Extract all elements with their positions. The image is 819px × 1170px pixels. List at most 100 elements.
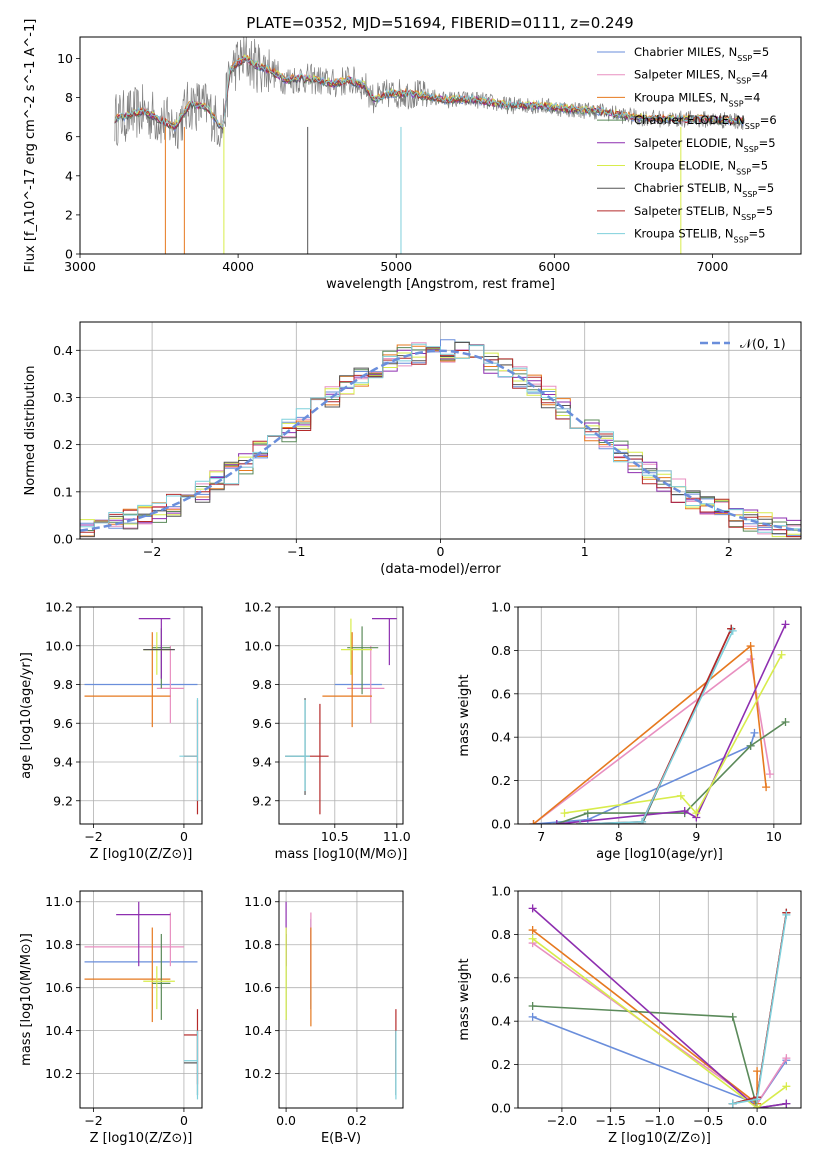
marker-kroupa-miles (528, 926, 537, 935)
series-kroupa-elodie (532, 938, 787, 1108)
axes-frame (278, 890, 404, 1109)
marker-kroupa-miles (529, 820, 538, 824)
page-title: PLATE=0352, MJD=51694, FIBERID=0111, z=0… (246, 14, 633, 32)
x-tick-label: 4000 (222, 259, 254, 274)
x-tick-label: −0.5 (693, 1113, 723, 1128)
point-salpeter-elodie (372, 618, 397, 666)
marker-chabrier-miles (528, 1012, 537, 1021)
x-tick-label: 6000 (538, 259, 570, 274)
axes-frame (278, 606, 404, 825)
y-tick-label: 0.0 (53, 532, 73, 547)
point-chabrier-stelib (285, 698, 310, 795)
y-tick-label: 4 (65, 168, 73, 183)
x-tick-label: 1 (581, 544, 589, 559)
marker-chabrier-elodie (528, 1002, 537, 1011)
marker-kroupa-stelib (753, 1095, 762, 1104)
point-kroupa-elodie (341, 618, 372, 675)
y-tick-label: 10.4 (45, 1023, 73, 1038)
legend-label-salpeter-elodie: Salpeter ELODIE, NSSP=5 (634, 136, 776, 154)
marker-chabrier-miles (750, 728, 759, 737)
model-spectrum-salpeter-stelib (114, 55, 745, 130)
legend: Chabrier MILES, NSSP=5 Salpeter MILES, NS… (597, 45, 777, 244)
x-tick-label: −1.0 (644, 1113, 674, 1128)
y-tick-label: 0.8 (491, 643, 511, 658)
x-tick-label: −2 (84, 1113, 102, 1128)
chart-age-vs-Z: −2 0 9.2 9.4 9.6 9.8 10.0 10.2 Z [log10(Z/Z⊙)] ag… (19, 600, 203, 862)
x-tick-label: −2 (143, 544, 161, 559)
legend-label-chabrier-stelib: Chabrier STELIB, NSSP=5 (634, 181, 774, 199)
series-kroupa-stelib (579, 630, 734, 824)
x-axis-label: Z [log10(Z/Z⊙)] (608, 1131, 711, 1146)
y-tick-label: 9.2 (53, 793, 73, 808)
point-chabrier-elodie (347, 626, 379, 695)
marker-salpeter-elodie (782, 1099, 791, 1108)
series-salpeter-stelib (732, 912, 788, 1105)
y-tick-label: 10 (57, 51, 73, 66)
point-salpeter-stelib (310, 703, 329, 815)
series-salpeter-elodie (556, 624, 787, 824)
x-tick-label: 7 (537, 829, 545, 844)
marker-chabrier-elodie (746, 741, 755, 750)
x-tick-label: 8 (615, 829, 623, 844)
x-tick-label: 0 (437, 544, 445, 559)
x-tick-label: 0.0 (747, 1113, 767, 1128)
legend-label-salpeter-miles: Salpeter MILES, NSSP=4 (634, 68, 768, 86)
series-chabrier-stelib (732, 912, 788, 1105)
chart-residuals: −2 −1 0 1 2 0.0 0.1 0.2 0.3 0.4 (data-model)/error… (23, 321, 802, 577)
marker-kroupa-stelib (728, 626, 737, 635)
y-tick-label: 10.2 (244, 600, 272, 615)
y-tick-label: 10.2 (45, 600, 73, 615)
x-tick-label: 0 (180, 1113, 188, 1128)
y-tick-label: 11.0 (45, 894, 73, 909)
axes-frame (79, 606, 203, 825)
plot-area (285, 901, 397, 1100)
x-axis-label: mass [log10(M/M⊙)] (275, 847, 408, 862)
x-tick-label: −1 (287, 544, 305, 559)
marker-kroupa-elodie (777, 650, 786, 659)
series-salpeter-elodie (532, 907, 787, 1108)
plot-area (529, 620, 790, 824)
x-tick-label: 0.2 (347, 1113, 367, 1128)
y-tick-label: 10.8 (244, 937, 272, 952)
marker-salpeter-elodie (781, 620, 790, 629)
point-salpeter-miles (84, 912, 184, 967)
x-tick-label: 0 (180, 829, 188, 844)
plot-area (84, 901, 199, 1100)
marker-kroupa-elodie (692, 809, 701, 818)
y-tick-label: 9.6 (53, 716, 73, 731)
x-tick-label: 10.5 (321, 829, 349, 844)
y-tick-label: 0.1 (53, 484, 73, 499)
y-tick-label: 0.4 (491, 730, 511, 745)
y-tick-label: 1.0 (491, 600, 511, 615)
point-chabrier-stelib (183, 1030, 199, 1096)
marker-kroupa-miles (746, 642, 755, 651)
point-salpeter-stelib (183, 1009, 199, 1085)
marker-chabrier-elodie (728, 1012, 737, 1021)
axes-frame (517, 890, 802, 1109)
chart-mass-vs-Z: −2 0 10.2 10.4 10.6 10.8 11.0 Z [log10(Z/Z⊙)] ma… (19, 890, 203, 1146)
marker-salpeter-miles (746, 655, 755, 664)
y-tick-label: 9.4 (252, 755, 272, 770)
point-chabrier-elodie (152, 933, 171, 1020)
axes-frame (79, 36, 802, 255)
x-tick-label: −2.0 (547, 1113, 577, 1128)
y-axis-label: mass weight (457, 958, 472, 1040)
marker-kroupa-stelib (728, 1099, 737, 1108)
marker-chabrier-elodie (781, 718, 790, 727)
marker-kroupa-elodie (560, 809, 569, 818)
legend-label-chabrier-elodie: Chabrier ELODIE, NSSP=6 (634, 113, 777, 131)
model-spectrum-salpeter-elodie (114, 56, 745, 130)
gaussian-curve (80, 349, 801, 532)
marker-salpeter-miles (782, 1054, 791, 1063)
series-kroupa-elodie (564, 654, 783, 815)
legend-label-kroupa-miles: Kroupa MILES, NSSP=4 (634, 90, 760, 108)
y-axis-label: mass [log10(M/M⊙)] (19, 933, 34, 1066)
x-axis-label: Z [log10(Z/Z⊙)] (90, 847, 193, 862)
y-tick-label: 10.2 (244, 1066, 272, 1081)
y-tick-label: 0.4 (491, 1014, 511, 1029)
chart-weight-vs-age: 7 8 9 10 0.0 0.2 0.4 0.6 0.8 1.0 age [log10(age/yr… (457, 600, 802, 862)
y-tick-label: 0.2 (491, 1057, 511, 1072)
y-tick-label: 0.8 (491, 927, 511, 942)
series-kroupa-stelib (732, 914, 788, 1105)
